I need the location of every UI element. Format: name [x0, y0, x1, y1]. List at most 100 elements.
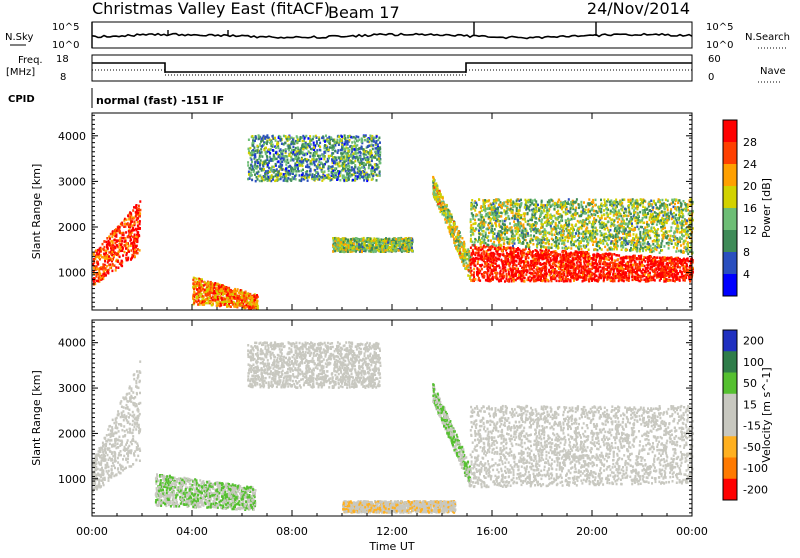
power-cell — [297, 139, 299, 142]
power-cell — [362, 158, 364, 161]
power-cell — [136, 204, 138, 207]
power-cell — [298, 151, 300, 154]
power-cell — [207, 288, 209, 291]
power-cell — [231, 293, 233, 296]
power-cell — [386, 245, 388, 248]
power-cell — [442, 197, 444, 200]
power-cell — [435, 196, 437, 199]
power-cell — [106, 237, 108, 240]
power-cell — [356, 172, 358, 175]
power-cell — [353, 243, 355, 246]
power-cell — [326, 174, 328, 177]
power-cell — [104, 258, 106, 261]
power-cell — [351, 141, 353, 144]
power-cell — [100, 254, 102, 257]
power-cell — [337, 170, 339, 173]
power-cell — [280, 178, 282, 181]
power-cell — [454, 229, 456, 232]
power-cell — [325, 135, 327, 138]
power-cell — [338, 242, 340, 245]
power-cell — [361, 250, 363, 253]
power-cell — [259, 180, 261, 183]
power-cell — [665, 275, 667, 278]
power-cell — [306, 170, 308, 173]
power-cell — [343, 175, 345, 178]
power-cell — [345, 245, 347, 248]
power-cell — [233, 289, 235, 292]
power-cell — [384, 249, 386, 252]
power-cell — [343, 247, 345, 250]
power-cell — [104, 260, 106, 263]
beam-label: Beam 17 — [328, 3, 400, 22]
power-cell — [378, 137, 380, 140]
power-cell — [332, 144, 334, 147]
power-cell — [275, 147, 277, 150]
power-cell — [248, 152, 250, 155]
power-cell — [353, 156, 355, 159]
power-cell — [268, 167, 270, 170]
power-cell — [98, 256, 100, 259]
power-cell — [138, 208, 140, 211]
power-cell — [374, 156, 376, 159]
power-cell — [280, 148, 282, 151]
power-cell — [240, 289, 242, 292]
power-cell — [369, 149, 371, 152]
power-cell — [260, 138, 262, 141]
power-cell — [333, 248, 335, 251]
power-cell — [379, 148, 381, 151]
power-cell — [507, 268, 509, 271]
power-cell — [344, 143, 346, 146]
power-cell — [341, 135, 343, 138]
power-cell — [583, 279, 585, 282]
power-cell — [364, 139, 366, 142]
power-cell — [285, 148, 287, 151]
power-cell — [229, 297, 231, 300]
power-cell — [136, 240, 138, 243]
power-cell — [263, 149, 265, 152]
power-cell — [366, 158, 368, 161]
power-cell — [321, 137, 323, 140]
power-cell — [337, 149, 339, 152]
power-cell — [249, 147, 251, 150]
power-cell — [360, 147, 362, 150]
power-cell — [302, 140, 304, 143]
power-cell — [221, 285, 223, 288]
power-cell — [346, 142, 348, 145]
power-cell — [226, 287, 228, 290]
power-cell — [221, 297, 223, 300]
power-cell — [338, 135, 340, 138]
power-cell — [304, 143, 306, 146]
power-cell — [253, 171, 255, 174]
power-cell — [372, 144, 374, 147]
power-cell — [135, 246, 137, 249]
power-cell — [255, 136, 257, 139]
power-cell — [216, 304, 218, 307]
power-cell — [353, 170, 355, 173]
power-cell — [487, 257, 489, 260]
power-cell — [365, 134, 367, 137]
power-cell — [138, 205, 140, 208]
freq-tick-bottom: 8 — [60, 72, 66, 83]
power-cell — [339, 165, 341, 168]
power-cell — [137, 232, 139, 235]
power-cell — [378, 250, 380, 253]
power-cell — [374, 171, 376, 174]
power-cell — [289, 172, 291, 175]
power-cell — [278, 165, 280, 168]
power-cell — [349, 241, 351, 244]
nsky-trace — [92, 34, 692, 39]
power-cell — [302, 143, 304, 146]
power-cell — [343, 156, 345, 159]
power-cell — [99, 248, 101, 251]
power-cell — [321, 176, 323, 179]
power-cell — [257, 161, 259, 164]
power-cell — [377, 139, 379, 142]
power-cell — [103, 253, 105, 256]
power-cell — [433, 186, 435, 189]
power-cell — [243, 295, 245, 298]
power-cell — [584, 262, 586, 265]
power-cell — [254, 140, 256, 143]
power-cell — [125, 240, 127, 243]
power-cell — [207, 302, 209, 305]
power-cell — [251, 161, 253, 164]
